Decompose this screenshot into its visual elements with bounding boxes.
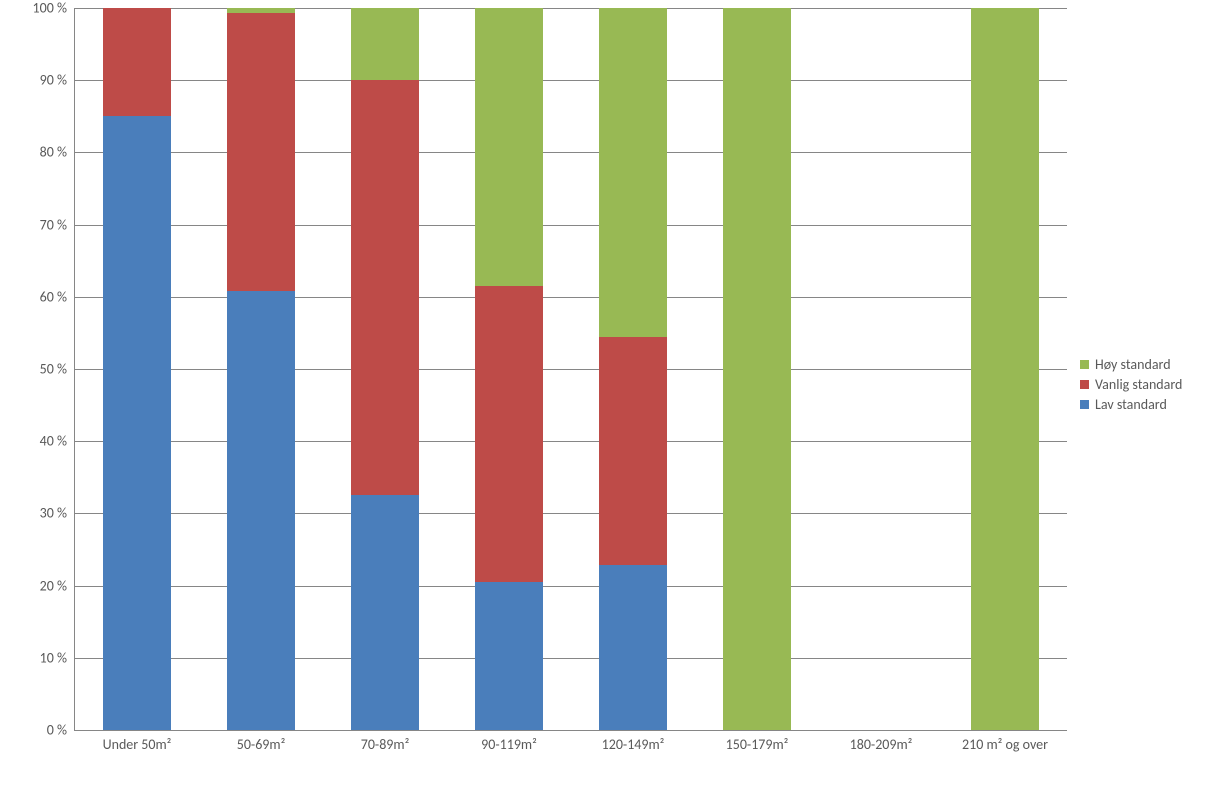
legend-label: Lav standard [1095, 396, 1167, 413]
gridline [75, 297, 1067, 298]
x-tick-label: 50-69m² [237, 730, 286, 753]
gridline [75, 658, 1067, 659]
bar-segment [227, 291, 295, 730]
bar-segment [599, 565, 667, 730]
bar [971, 8, 1039, 730]
bar-segment [351, 8, 419, 80]
bar-segment [475, 582, 543, 730]
legend-swatch [1080, 400, 1089, 409]
bar [351, 8, 419, 730]
gridline [75, 441, 1067, 442]
gridline [75, 369, 1067, 370]
bar-segment [723, 8, 791, 730]
bar-segment [599, 8, 667, 337]
bar-segment [227, 13, 295, 291]
gridline [75, 152, 1067, 153]
y-tick-label: 20 % [40, 577, 75, 594]
stacked-bar-chart: 0 % 10 % 20 % 30 % 40 % 50 % 60 % 70 % 80 % 90 % 1… [0, 0, 1216, 795]
x-tick-label: 90-119m² [481, 730, 537, 753]
y-tick-label: 10 % [40, 649, 75, 666]
bar-segment [103, 8, 171, 116]
legend-label: Høy standard [1095, 356, 1171, 373]
bar-segment [599, 337, 667, 566]
bar-segment [475, 8, 543, 286]
y-tick-label: 40 % [40, 433, 75, 450]
y-tick-label: 60 % [40, 288, 75, 305]
gridline [75, 225, 1067, 226]
plot-area: 0 %10 %20 %30 %40 %50 %60 %70 %80 %90 %1… [74, 8, 1067, 731]
y-tick-label: 70 % [40, 216, 75, 233]
x-tick-label: 150-179m² [726, 730, 789, 753]
y-tick-label: 80 % [40, 144, 75, 161]
legend-swatch [1080, 360, 1089, 369]
bar [475, 8, 543, 730]
bar [723, 8, 791, 730]
bar-segment [351, 80, 419, 495]
x-tick-label: 180-209m² [850, 730, 913, 753]
bar [599, 8, 667, 730]
y-tick-label: 0 % [47, 722, 75, 739]
y-tick-label: 50 % [40, 361, 75, 378]
legend: Høy standard Vanlig standard Lav standard [1080, 353, 1182, 416]
y-tick-label: 100 % [33, 0, 75, 17]
bar [103, 8, 171, 730]
bar-segment [475, 286, 543, 582]
gridline [75, 513, 1067, 514]
x-tick-label: 120-149m² [602, 730, 665, 753]
gridline [75, 586, 1067, 587]
bar-segment [351, 495, 419, 730]
x-tick-label: 210 m² og over [962, 730, 1048, 753]
legend-item: Lav standard [1080, 396, 1182, 413]
legend-item: Høy standard [1080, 356, 1182, 373]
y-tick-label: 90 % [40, 72, 75, 89]
x-tick-label: 70-89m² [361, 730, 410, 753]
x-tick-label: Under 50m² [103, 730, 172, 753]
legend-swatch [1080, 380, 1089, 389]
legend-label: Vanlig standard [1095, 376, 1182, 393]
y-tick-label: 30 % [40, 505, 75, 522]
gridline [75, 80, 1067, 81]
bar-segment [103, 116, 171, 730]
bar [227, 8, 295, 730]
gridline [75, 8, 1067, 9]
legend-item: Vanlig standard [1080, 376, 1182, 393]
bar-segment [971, 8, 1039, 730]
